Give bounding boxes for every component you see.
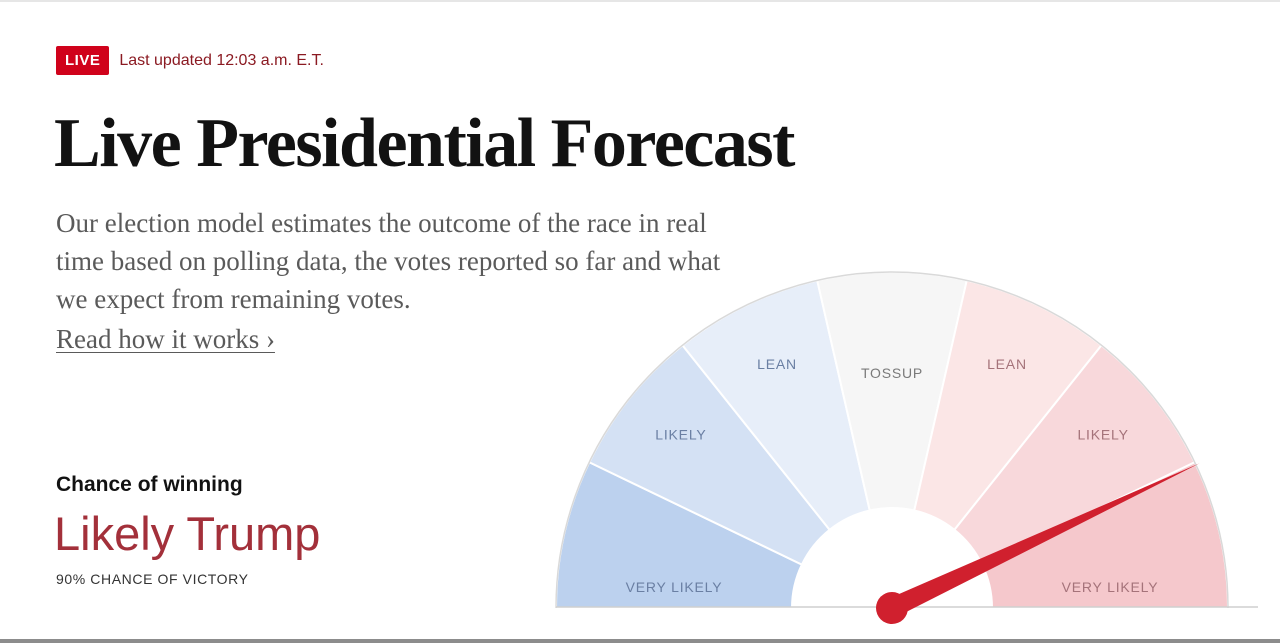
victory-chance-text: 90% CHANCE OF VICTORY (56, 571, 249, 587)
read-how-it-works-link[interactable]: Read how it works › (56, 324, 275, 354)
gauge-label-likely-right: LIKELY (1077, 427, 1128, 443)
gauge-segments (554, 271, 1230, 609)
gauge-label-tossup: TOSSUP (861, 365, 923, 381)
last-updated-text: Last updated 12:03 a.m. E.T. (119, 51, 324, 69)
gauge-label-lean-right: LEAN (987, 356, 1027, 372)
page-title: Live Presidential Forecast (54, 105, 795, 182)
gauge-label-likely-left: LIKELY (655, 427, 706, 443)
gauge-outline (555, 271, 1229, 609)
intro-description: Our election model estimates the outcome… (56, 208, 721, 314)
status-row: LIVE Last updated 12:03 a.m. E.T. (56, 46, 324, 75)
gauge-label-very-likely-right: VERY LIKELY (1062, 579, 1159, 595)
forecast-outcome: Likely Trump (54, 507, 321, 560)
gauge-label-lean-left: LEAN (757, 356, 797, 372)
gauge-pivot (876, 592, 908, 624)
live-badge: LIVE (56, 46, 110, 75)
gauge-needle (887, 463, 1200, 618)
gauge-label-very-likely-left: VERY LIKELY (626, 579, 723, 595)
gauge-labels: VERY LIKELY LIKELY LEAN TOSSUP LEAN LIKELY VER… (626, 356, 1159, 595)
bottom-rule (0, 639, 1280, 643)
chance-of-winning-label: Chance of winning (56, 473, 243, 496)
top-rule (0, 0, 1280, 2)
